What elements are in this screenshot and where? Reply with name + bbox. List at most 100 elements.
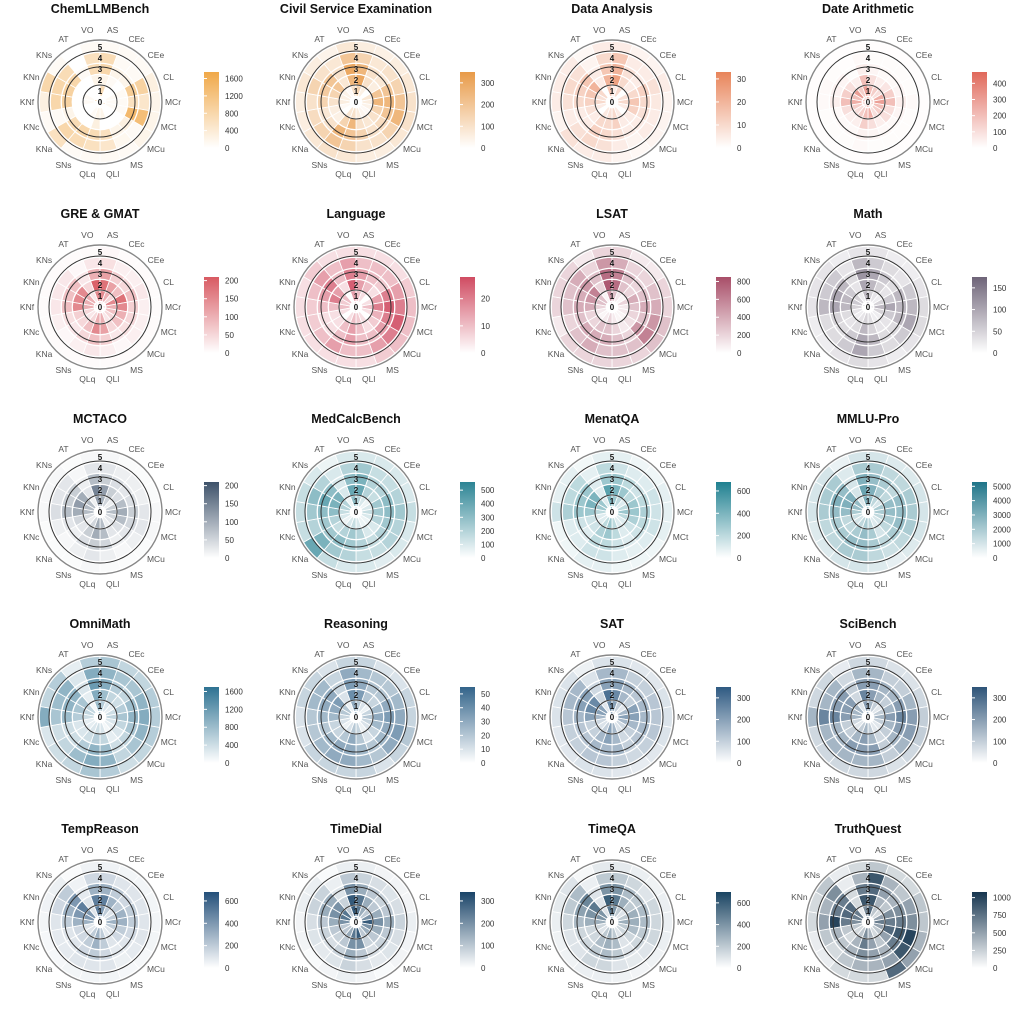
cell-AT-level-0: [863, 96, 869, 103]
category-label: MS: [386, 980, 399, 990]
category-label: KNs: [292, 255, 308, 265]
category-label: SNs: [567, 365, 583, 375]
colorbar-tick-label: 1600: [225, 687, 243, 696]
category-label: MCr: [165, 97, 181, 107]
chart-title: TempReason: [61, 822, 139, 836]
cell-AT-level-1: [856, 905, 867, 918]
grid-circle: [338, 904, 374, 940]
category-label: KNf: [276, 917, 291, 927]
colorbar-tick-label: 300: [481, 897, 495, 906]
category-label: QLq: [847, 784, 863, 794]
category-label: CEe: [404, 665, 421, 675]
category-label: QLq: [847, 989, 863, 999]
chart-title: TruthQuest: [834, 822, 902, 836]
category-label: AT: [58, 854, 68, 864]
category-label: MCu: [915, 759, 933, 769]
category-label: SNs: [567, 570, 583, 580]
category-label: MCr: [933, 917, 949, 927]
category-label: QLl: [362, 989, 375, 999]
category-label: AT: [826, 854, 836, 864]
category-label: KNs: [804, 460, 820, 470]
colorbar-tick-label: 0: [481, 964, 486, 973]
category-label: AT: [826, 444, 836, 454]
cell-MCr-level-4: [649, 297, 662, 317]
level-label: 4: [866, 874, 871, 883]
cell-MCr-level-3: [127, 299, 139, 315]
level-label: 1: [610, 87, 615, 96]
grid-circle: [560, 255, 664, 359]
level-label: 2: [98, 896, 103, 905]
chart-panel: SciBench 0 1 2 3 4 5 VO AS CEc CEe CL MCr MCt MCu MS QLl…: [768, 615, 1024, 820]
category-label: CEc: [640, 649, 657, 659]
level-label: 5: [354, 658, 359, 667]
colorbar-tick-label: 0: [993, 964, 998, 973]
level-label: 4: [610, 464, 615, 473]
colorbar-tick-label: 0: [481, 349, 486, 358]
category-label: KNf: [276, 712, 291, 722]
colorbar-tick-label: 600: [737, 295, 751, 304]
colorbar-tick-label: 0: [225, 349, 230, 358]
colorbar-tick-label: 2000: [993, 525, 1011, 534]
cell-AT-level-1: [600, 85, 611, 98]
cell-AT-level-0: [863, 916, 869, 923]
chart-title: MMLU-Pro: [836, 412, 900, 426]
grid-circle: [304, 870, 408, 974]
cell-AT-level-0: [607, 711, 613, 718]
level-label: 2: [354, 281, 359, 290]
level-label: 5: [354, 43, 359, 52]
colorbar-tick-label: 0: [737, 759, 742, 768]
grid-circle: [832, 271, 904, 343]
category-label: QLl: [106, 989, 119, 999]
category-label: KNa: [548, 349, 565, 359]
level-label: 1: [354, 907, 359, 916]
category-label: KNf: [532, 97, 547, 107]
category-label: MCt: [673, 327, 689, 337]
level-label: 1: [98, 292, 103, 301]
grid-circle: [48, 460, 152, 564]
cell-KNf-level-3: [61, 299, 73, 315]
level-label: 4: [866, 54, 871, 63]
grid-circle: [304, 460, 408, 564]
category-label: CL: [163, 72, 174, 82]
chart-title: Data Analysis: [571, 2, 653, 16]
category-label: SNs: [567, 980, 583, 990]
category-label: MCu: [915, 349, 933, 359]
chart-panel: Reasoning 0 1 2 3 4 5 VO AS CEc CEe CL MCr MCt MCu MS QL…: [256, 615, 512, 820]
cell-KNf-level-3: [317, 504, 329, 520]
category-label: CEc: [640, 444, 657, 454]
level-label: 4: [866, 464, 871, 473]
level-label: 4: [354, 669, 359, 678]
category-label: VO: [849, 25, 862, 35]
colorbar-tick-label: 200: [737, 942, 751, 951]
colorbar-tick-label: 1000: [993, 540, 1011, 549]
grid-circle: [816, 665, 920, 769]
colorbar-tick-label: 200: [993, 716, 1007, 725]
cell-MCr-level-4: [905, 912, 918, 932]
category-label: MCr: [677, 302, 693, 312]
category-label: MS: [386, 160, 399, 170]
level-label: 5: [98, 863, 103, 872]
category-label: SNs: [823, 570, 839, 580]
level-label: 1: [98, 907, 103, 916]
category-label: KNn: [535, 892, 552, 902]
level-label: 5: [610, 658, 615, 667]
level-label: 1: [98, 702, 103, 711]
chart-title: LSAT: [596, 207, 628, 221]
category-label: KNa: [36, 554, 53, 564]
cell-KNf-level-3: [573, 709, 585, 725]
category-label: KNs: [548, 50, 564, 60]
category-label: KNs: [36, 50, 52, 60]
category-label: CEc: [384, 34, 401, 44]
colorbar-tick-label: 0: [737, 144, 742, 153]
category-label: SNs: [823, 160, 839, 170]
cell-AT-level-0: [95, 96, 101, 103]
grid-circle: [64, 681, 136, 753]
category-label: MCu: [403, 964, 421, 974]
category-label: KNs: [804, 255, 820, 265]
grid-circle: [293, 449, 419, 575]
category-label: KNs: [292, 50, 308, 60]
colorbar-tick-label: 400: [225, 127, 239, 136]
category-label: KNa: [292, 964, 309, 974]
grid-circle: [293, 654, 419, 780]
colorbar-tick-label: 200: [737, 532, 751, 541]
